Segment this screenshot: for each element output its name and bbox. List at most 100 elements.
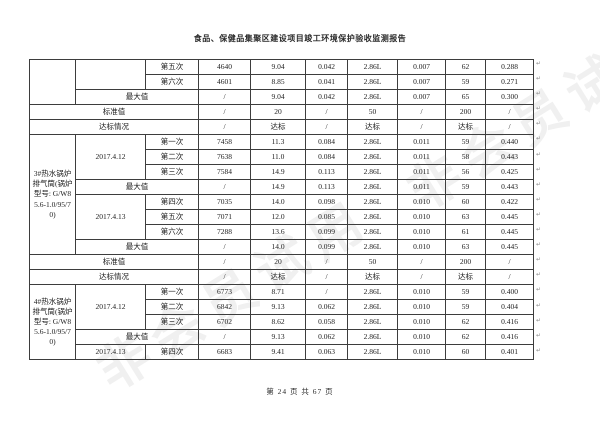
table-cell: / [397, 269, 446, 285]
table-cell: 0.099 [305, 224, 348, 240]
table-cell: 62 [445, 59, 486, 75]
table-cell: 达标情况 [29, 269, 199, 285]
table-cell: 7458 [198, 134, 251, 150]
table-cell: 8.62 [250, 314, 306, 330]
table-cell: 59 [445, 74, 486, 90]
table-cell: 0.404 [485, 299, 534, 315]
cell-end-mark-icon: ↵ [536, 165, 542, 173]
table-cell: 第三次 [145, 314, 199, 330]
table-cell: 2.86L [347, 209, 398, 225]
table-cell: 达标 [347, 119, 398, 135]
table-cell: 最大值 [75, 179, 199, 195]
cell-end-mark-icon: ↵ [536, 286, 542, 294]
table-cell: 20 [250, 104, 306, 120]
table-cell: 0.041 [305, 74, 348, 90]
table-cell: 59 [445, 179, 486, 195]
table-cell: 4#热水锅炉排气筒(锅炉型号: G/W85.6-1.0/95/70) [29, 284, 76, 360]
table-cell: 最大值 [75, 239, 199, 255]
table-cell: 0.010 [397, 224, 446, 240]
table-cell: 7638 [198, 149, 251, 165]
table-cell: 4640 [198, 59, 251, 75]
cell-end-mark-icon: ↵ [536, 135, 542, 143]
table-cell: 62 [445, 329, 486, 345]
table-cell: 0.011 [397, 164, 446, 180]
table-cell: 0.422 [485, 194, 534, 210]
table-cell: 6842 [198, 299, 251, 315]
table-body: 第五次 4640 9.04 0.042 2.86L 0.007 62 0.288 第六次 4601… [29, 59, 534, 360]
table-cell: 最大值 [75, 329, 199, 345]
cell-end-mark-icon: ↵ [536, 331, 542, 339]
cell-end-mark-icon: ↵ [536, 271, 542, 279]
table-cell: 0.010 [397, 239, 446, 255]
table-cell: 2.86L [347, 149, 398, 165]
table-row: 最大值/14.9 0.113 2.86L 0.011 59 0.443 [30, 179, 534, 195]
table-row: 第六次 7288 13.6 0.099 2.86L 0.010 61 0.445 [30, 224, 534, 240]
table-cell: 0.443 [485, 149, 534, 165]
table-cell: 第二次 [145, 149, 199, 165]
table-cell: 20 [250, 254, 306, 270]
table-cell: 0.113 [305, 164, 348, 180]
table-row: 2017.4.13 第四次 6683 9.41 0.063 2.86L 0.010 60 0.4… [30, 344, 534, 360]
cell-end-mark-icon: ↵ [536, 180, 542, 188]
cell-end-mark-icon: ↵ [536, 301, 542, 309]
table-cell: 2.86L [347, 89, 398, 105]
cell-end-mark-icon: ↵ [536, 226, 542, 234]
table-cell: 58 [445, 149, 486, 165]
table-cell: 0.443 [485, 179, 534, 195]
table-cell: 3#热水锅炉排气筒(锅炉型号: G/W85.6-1.0/95/70) [29, 134, 76, 255]
table-cell: 0.042 [305, 89, 348, 105]
table-cell: 9.41 [250, 344, 306, 360]
table-cell: / [198, 104, 251, 120]
table-cell: 2.86L [347, 299, 398, 315]
table-cell: / [198, 254, 251, 270]
cell-end-mark-icon: ↵ [536, 60, 542, 67]
monitoring-results-table: 第五次 4640 9.04 0.042 2.86L 0.007 62 0.288 第六次 4601… [29, 59, 534, 360]
table-cell: 0.084 [305, 149, 348, 165]
table-row: 达标情况 / 达标 / 达标 / 达标 / [29, 119, 534, 135]
table-cell: 2.86L [347, 194, 398, 210]
table-cell: / [305, 254, 348, 270]
table-cell: 0.445 [485, 239, 534, 255]
table-cell: / [198, 329, 251, 345]
table-cell: / [397, 119, 446, 135]
table-cell: 第四次 [145, 194, 199, 210]
table-cell: 0.010 [397, 329, 446, 345]
table-cell: / [198, 119, 251, 135]
table-cell: 2017.4.12 [75, 284, 146, 330]
table-row: 4#热水锅炉排气筒(锅炉型号: G/W85.6-1.0/95/70) 2017.4… [29, 284, 534, 360]
table-cell: / [305, 104, 348, 120]
table-cell: 0.440 [485, 134, 534, 150]
cell-end-mark-icon: ↵ [536, 210, 542, 218]
table-cell: 第六次 [145, 74, 199, 90]
table-cell: 0.062 [305, 329, 348, 345]
table-cell: / [198, 239, 251, 255]
table-cell: / [198, 179, 251, 195]
table-cell: 0.288 [485, 59, 534, 75]
table-cell: 59 [445, 134, 486, 150]
table-cell: 0.099 [305, 239, 348, 255]
table-cell: 0.084 [305, 134, 348, 150]
table-cell: / [485, 119, 534, 135]
table-row: 第五次 4640 9.04 0.042 2.86L 0.007 62 0.288 [29, 59, 534, 105]
table-cell: 2.86L [347, 134, 398, 150]
table-cell: 8.85 [250, 74, 306, 90]
table-cell: 2.86L [347, 284, 398, 300]
table-row: 第六次 4601 8.85 0.041 2.86L 0.007 59 0.271 [30, 74, 534, 90]
table-cell: 56 [445, 164, 486, 180]
table-cell: 达标 [250, 119, 306, 135]
table-cell: 0.063 [305, 344, 348, 360]
table-cell: 9.13 [250, 299, 306, 315]
table-cell: 0.401 [485, 344, 534, 360]
cell-end-mark-icon: ↵ [536, 120, 542, 128]
table-cell: 0.010 [397, 344, 446, 360]
table-cell: 0.010 [397, 284, 446, 300]
table-cell [29, 59, 76, 105]
table-row: 2017.4.13 第四次 7035 14.0 0.098 2.86L 0.010 60 0.4… [30, 194, 534, 240]
table-cell [75, 59, 146, 90]
table-row: 达标情况 / 达标 / 达标 / 达标 / [29, 269, 534, 285]
table-cell: 第五次 [145, 209, 199, 225]
table-cell: 0.425 [485, 164, 534, 180]
table-cell: / [485, 104, 534, 120]
table-cell: 标准值 [29, 254, 199, 270]
cell-end-mark-icon: ↵ [536, 195, 542, 203]
